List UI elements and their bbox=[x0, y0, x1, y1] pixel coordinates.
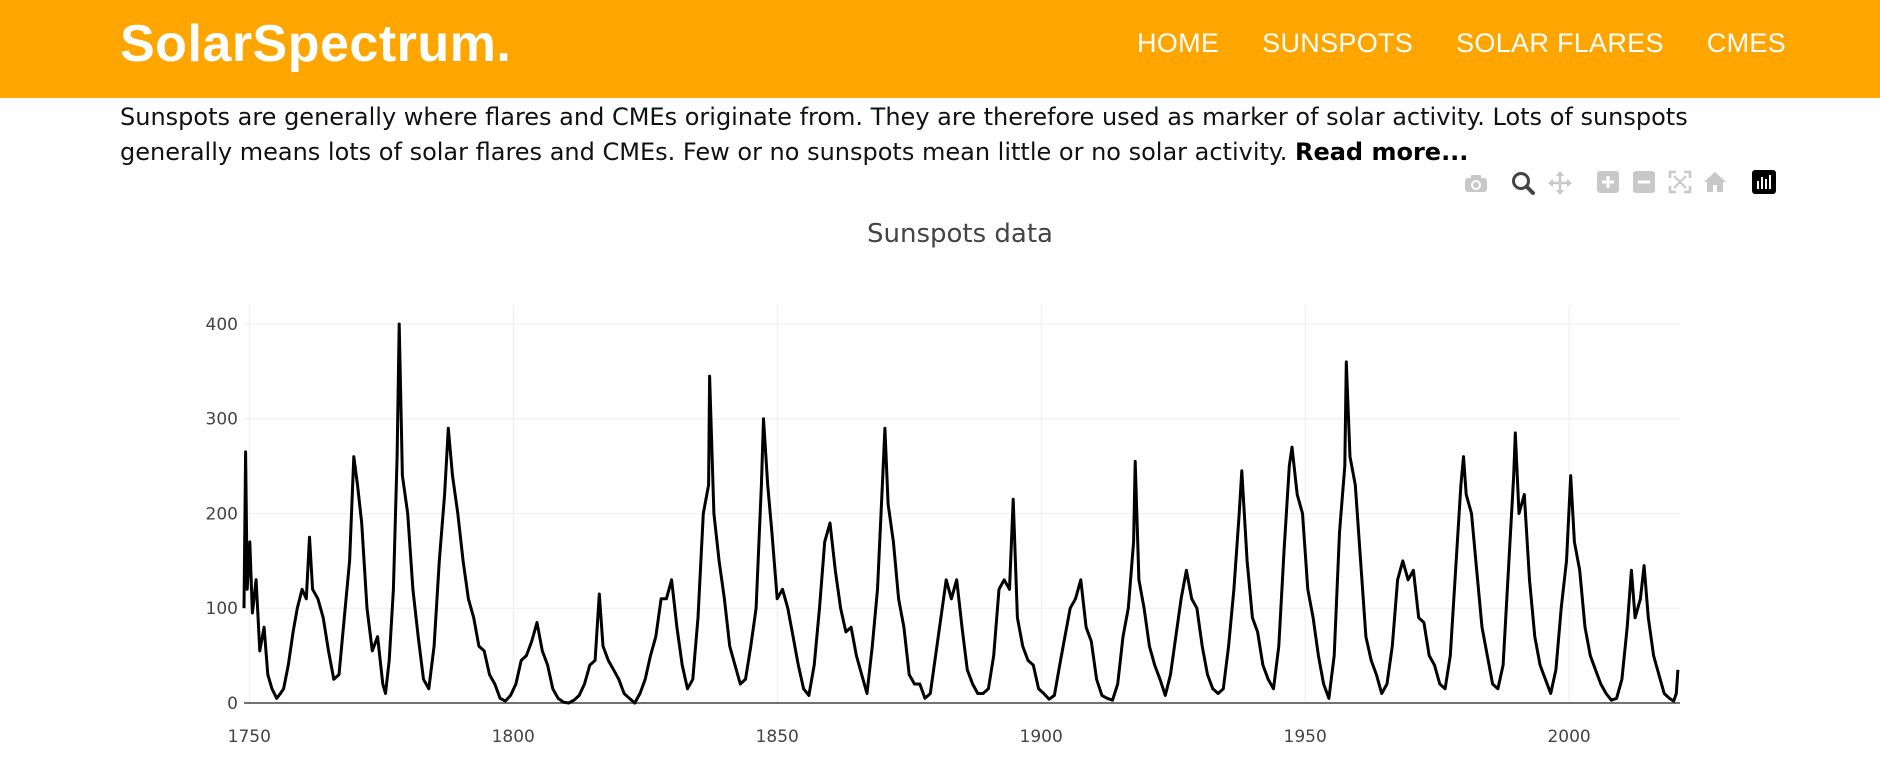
y-tick-label: 300 bbox=[206, 410, 238, 430]
y-tick-label: 100 bbox=[206, 599, 238, 619]
modebar bbox=[0, 170, 1880, 200]
x-tick-label: 2000 bbox=[1547, 727, 1590, 747]
x-tick-label: 1750 bbox=[228, 727, 271, 747]
nav-solar-flares[interactable]: SOLAR FLARES bbox=[1456, 28, 1664, 58]
x-tick-label: 1900 bbox=[1020, 727, 1063, 747]
chart-grid bbox=[244, 305, 1680, 703]
x-tick-label: 1950 bbox=[1284, 727, 1327, 747]
autoscale-icon[interactable] bbox=[1668, 170, 1692, 194]
x-tick-label: 1850 bbox=[756, 727, 799, 747]
read-more-link[interactable]: Read more... bbox=[1294, 138, 1469, 166]
camera-icon[interactable] bbox=[1463, 170, 1489, 196]
zoom-icon[interactable] bbox=[1510, 170, 1536, 196]
x-axis-labels: 1750 1800 1850 1900 1950 2000 bbox=[228, 727, 1591, 747]
zoom-out-icon[interactable] bbox=[1632, 170, 1656, 194]
pan-icon[interactable] bbox=[1547, 170, 1573, 196]
x-tick-label: 1800 bbox=[492, 727, 535, 747]
intro-text: Sunspots are generally where flares and … bbox=[120, 103, 1688, 166]
brand-logo[interactable]: SolarSpectrum. bbox=[120, 15, 512, 73]
reset-axes-icon[interactable] bbox=[1703, 170, 1727, 194]
sunspots-chart[interactable]: Sunspots data 0 100 200 300 400 1750 1800 1850… bbox=[0, 200, 1880, 762]
navbar: SolarSpectrum. HOME SUNSPOTS SOLAR FLARE… bbox=[0, 0, 1880, 98]
y-tick-label: 400 bbox=[206, 315, 238, 335]
sunspot-series-line bbox=[242, 322, 1680, 705]
intro-paragraph: Sunspots are generally where flares and … bbox=[120, 100, 1800, 170]
nav-home[interactable]: HOME bbox=[1136, 28, 1220, 58]
chart-title: Sunspots data bbox=[867, 219, 1053, 249]
y-axis-labels: 0 100 200 300 400 bbox=[206, 315, 238, 714]
plotly-logo-icon[interactable] bbox=[1752, 170, 1776, 194]
y-tick-label: 200 bbox=[206, 504, 238, 524]
nav-sunspots[interactable]: SUNSPOTS bbox=[1262, 28, 1414, 58]
nav-cmes[interactable]: CMES bbox=[1706, 28, 1786, 58]
y-tick-label: 0 bbox=[227, 694, 238, 714]
zoom-in-icon[interactable] bbox=[1596, 170, 1620, 194]
nav-links: HOME SUNSPOTS SOLAR FLARES CMES bbox=[1137, 28, 1786, 59]
